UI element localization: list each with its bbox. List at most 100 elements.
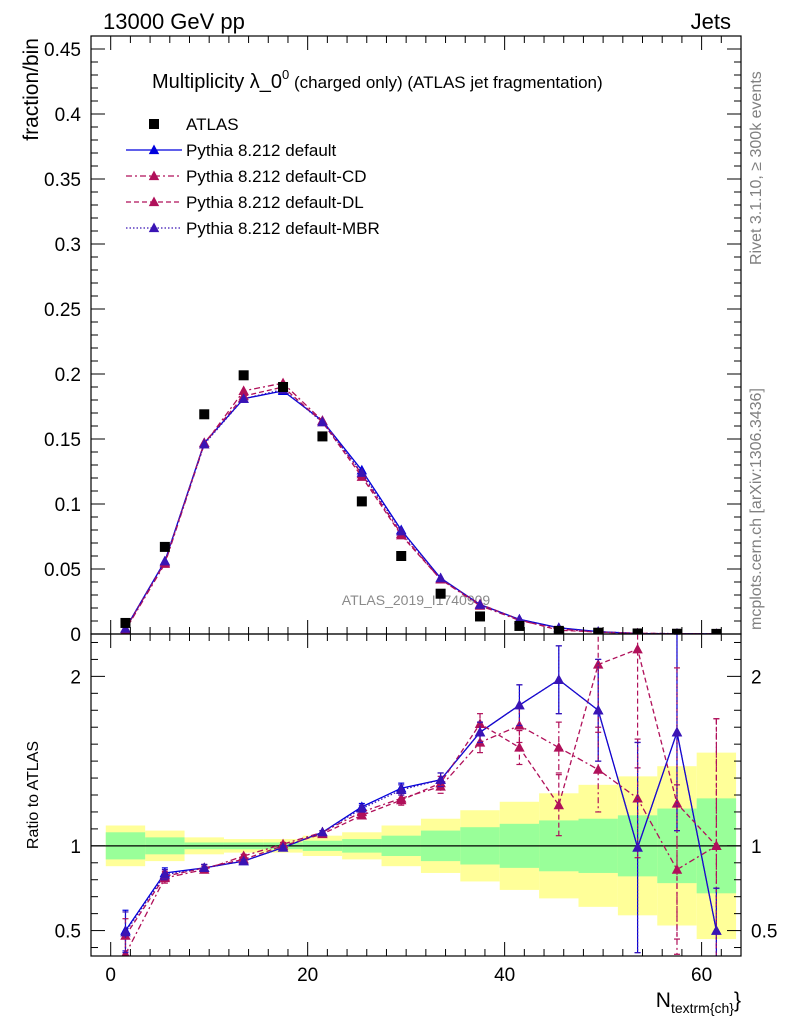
ratio-marker-dl [553, 799, 565, 810]
atlas-data-point [396, 551, 407, 561]
main-marker-mbr [435, 572, 446, 583]
ratio-marker-cd [592, 764, 604, 774]
main-y-tick-label: 0.3 [55, 235, 81, 256]
ratio-line-cd [124, 724, 717, 955]
main-marker-mbr [238, 393, 249, 403]
ratio-marker-dl [356, 809, 368, 820]
main-y-tick-label: 0.45 [44, 40, 81, 61]
ratio-marker-mbr [120, 926, 131, 937]
x-axis-label-suffix: } [734, 989, 741, 1012]
ratio-line-mbr [124, 678, 718, 933]
category-label: Jets [691, 9, 731, 34]
main-marker-mbr [317, 416, 328, 427]
atlas-data-point [356, 496, 367, 507]
atlas-data-point [632, 628, 643, 634]
main-line-cd [124, 382, 717, 634]
legend-marker-mbr [148, 222, 160, 233]
ratio-marker-mbr [317, 826, 328, 837]
ratio-marker-dl [632, 643, 643, 654]
ratio-series-layer [120, 634, 722, 956]
main-marker-mbr [356, 467, 368, 477]
x-tick-label: 0 [105, 965, 116, 986]
chart-title-main: Multiplicity λ_0 [152, 71, 282, 93]
atlas-data-point [514, 620, 525, 631]
x-axis-label-main: N [656, 989, 671, 1012]
ratio-marker-cd [474, 736, 486, 747]
main-y-tick-label: 0.4 [55, 105, 82, 126]
ratio-marker-dl [514, 742, 525, 752]
ratio-marker-mbr [199, 862, 210, 872]
atlas-data-point [199, 409, 210, 420]
x-tick-label: 20 [297, 965, 318, 986]
mcplots-label: mcplots.cern.ch [arXiv:1306.3436] [748, 388, 765, 630]
main-y-tick-label: 0.2 [55, 365, 81, 386]
x-axis-label-subscript: textrm{ch} [671, 1000, 734, 1016]
ratio-marker-mbr [514, 699, 525, 710]
legend: ATLAS Pythia 8.212 default Pythia 8.212 de… [126, 115, 380, 238]
rivet-version-label: Rivet 3.1.10, ≥ 300k events [748, 71, 765, 265]
y-axis-label-main: fraction/bin [20, 38, 43, 141]
main-marker-mbr [159, 555, 171, 566]
legend-label-dl: Pythia 8.212 default-DL [186, 193, 364, 212]
axis-tick-labels-layer: 00.050.10.150.20.250.30.350.40.450 20 40 60… [44, 40, 777, 986]
legend-label-cd: Pythia 8.212 default-CD [186, 167, 367, 186]
ratio-line-dl [124, 648, 717, 937]
x-tick-label: 60 [691, 965, 712, 986]
main-marker-cd [238, 385, 249, 396]
axis-ticks-layer [91, 35, 741, 956]
ratio-marker-mbr [711, 925, 722, 935]
atlas-data-point [238, 370, 249, 381]
ratio-marker-mbr [396, 784, 407, 795]
main-marker-mbr [474, 599, 486, 609]
ratio-marker-mbr [553, 674, 565, 684]
atlas-data-point [671, 628, 682, 634]
ratio-marker-mbr [592, 704, 604, 715]
atlas-data-point [278, 382, 289, 392]
chart-title-superscript: 0 [282, 67, 289, 82]
ratio-marker-mbr [238, 855, 249, 866]
ratio-marker-cd [121, 948, 130, 956]
ratio-marker-mbr [474, 726, 486, 737]
atlas-data-point [711, 628, 722, 634]
chart-title-rest: (charged only) (ATLAS jet fragmentation) [289, 73, 602, 92]
ratio-y-tick-label: 1 [70, 837, 81, 858]
legend-label-mbr: Pythia 8.212 default-MBR [186, 219, 380, 238]
atlas-data-point [120, 617, 131, 628]
atlas-data-point [435, 588, 446, 599]
x-axis-label: Ntextrm{ch}} [656, 989, 741, 1016]
legend-marker-default [148, 144, 160, 155]
main-y-tick-label: 0.25 [44, 300, 81, 321]
ratio-y-tick-label-right: 0.5 [751, 922, 777, 943]
ratio-marker-mbr [277, 842, 289, 852]
legend-marker-cd [148, 170, 160, 181]
legend-marker-atlas [149, 119, 159, 129]
ratio-y-tick-label: 2 [70, 667, 81, 688]
atlas-data-point [593, 627, 604, 634]
y-axis-label-ratio: Ratio to ATLAS [25, 741, 42, 849]
main-series-layer [120, 370, 722, 634]
ratio-marker-mbr [671, 726, 683, 737]
energy-label: 13000 GeV pp [103, 9, 245, 34]
atlas-data-point [553, 625, 564, 634]
ratio-marker-cd [632, 792, 643, 803]
analysis-id-watermark: ATLAS_2019_I1740909 [342, 592, 491, 608]
ratio-marker-mbr [159, 869, 171, 879]
chart-title: Multiplicity λ_00 (charged only) (ATLAS … [152, 67, 603, 93]
x-tick-label: 40 [494, 965, 515, 986]
atlas-data-point [475, 611, 486, 622]
main-line-dl [124, 386, 717, 634]
ratio-marker-mbr [435, 774, 446, 784]
ratio-marker-dl [396, 794, 407, 805]
main-y-tick-label: 0.1 [55, 495, 81, 516]
main-marker-mbr [199, 438, 210, 449]
legend-label-atlas: ATLAS [186, 115, 239, 134]
atlas-data-point [317, 431, 328, 442]
ratio-marker-dl [711, 840, 722, 850]
atlas-data-point [159, 541, 170, 552]
main-y-tick-label: 0.05 [44, 560, 81, 581]
main-line-mbr [124, 388, 717, 634]
main-y-tick-label: 0.35 [44, 170, 81, 191]
legend-label-default: Pythia 8.212 default [186, 141, 337, 160]
main-y-tick-label: 0 [70, 625, 81, 646]
